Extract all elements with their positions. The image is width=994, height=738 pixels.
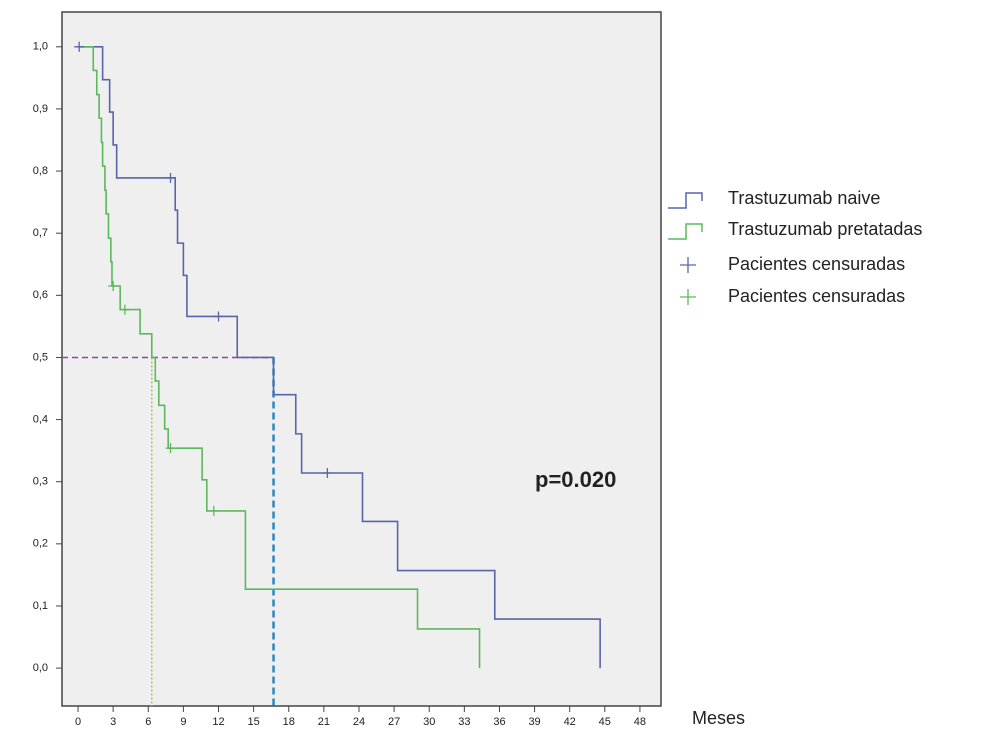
censor-mark: [213, 311, 224, 322]
x-tick-label: 3: [110, 716, 116, 728]
y-tick-label: 0,4: [33, 413, 48, 425]
x-tick-label: 15: [248, 716, 260, 728]
x-tick-label: 30: [423, 716, 435, 728]
x-tick-label: 48: [634, 716, 646, 728]
y-tick-label: 0,9: [33, 103, 48, 115]
y-tick-label: 0,0: [33, 662, 48, 674]
legend-icon: [668, 192, 703, 209]
x-tick-label: 24: [353, 716, 365, 728]
censor-mark: [165, 172, 176, 183]
legend-label: Pacientes censuradas: [728, 254, 905, 274]
legend-icon: [668, 223, 703, 240]
censor-mark: [108, 280, 119, 291]
x-tick-label: 33: [458, 716, 470, 728]
legend-label: Trastuzumab naive: [728, 188, 880, 208]
x-tick-label: 21: [318, 716, 330, 728]
y-tick-label: 0,2: [33, 538, 48, 550]
y-tick-label: 0,5: [33, 351, 48, 363]
plot-area: [61, 11, 662, 707]
survival-curve: [78, 45, 601, 669]
censor-mark: [208, 505, 219, 516]
censor-mark: [119, 304, 130, 315]
x-tick-label: 12: [212, 716, 224, 728]
y-tick-label: 0,3: [33, 476, 48, 488]
y-tick-label: 0,7: [33, 227, 48, 239]
x-tick-label: 0: [75, 716, 81, 728]
legend-label: Trastuzumab pretatadas: [728, 219, 922, 239]
x-tick-label: 18: [283, 716, 295, 728]
x-tick-label: 27: [388, 716, 400, 728]
x-axis-label: Meses: [692, 708, 745, 728]
censor-mark: [322, 468, 333, 479]
p-value: p=0.020: [535, 467, 616, 492]
censor-mark: [74, 41, 85, 52]
legend-label: Pacientes censuradas: [728, 286, 905, 306]
legend-icon: [680, 289, 696, 305]
y-tick-label: 0,8: [33, 165, 48, 177]
y-tick-label: 0,1: [33, 600, 48, 612]
x-tick-label: 45: [599, 716, 611, 728]
x-tick-label: 39: [528, 716, 540, 728]
x-tick-label: 36: [493, 716, 505, 728]
y-tick-label: 0,6: [33, 289, 48, 301]
x-tick-label: 42: [564, 716, 576, 728]
y-tick-label: 1,0: [33, 41, 48, 53]
x-tick-label: 9: [180, 716, 186, 728]
x-tick-label: 6: [145, 716, 151, 728]
censor-mark: [165, 443, 176, 454]
legend-icon: [680, 257, 696, 273]
